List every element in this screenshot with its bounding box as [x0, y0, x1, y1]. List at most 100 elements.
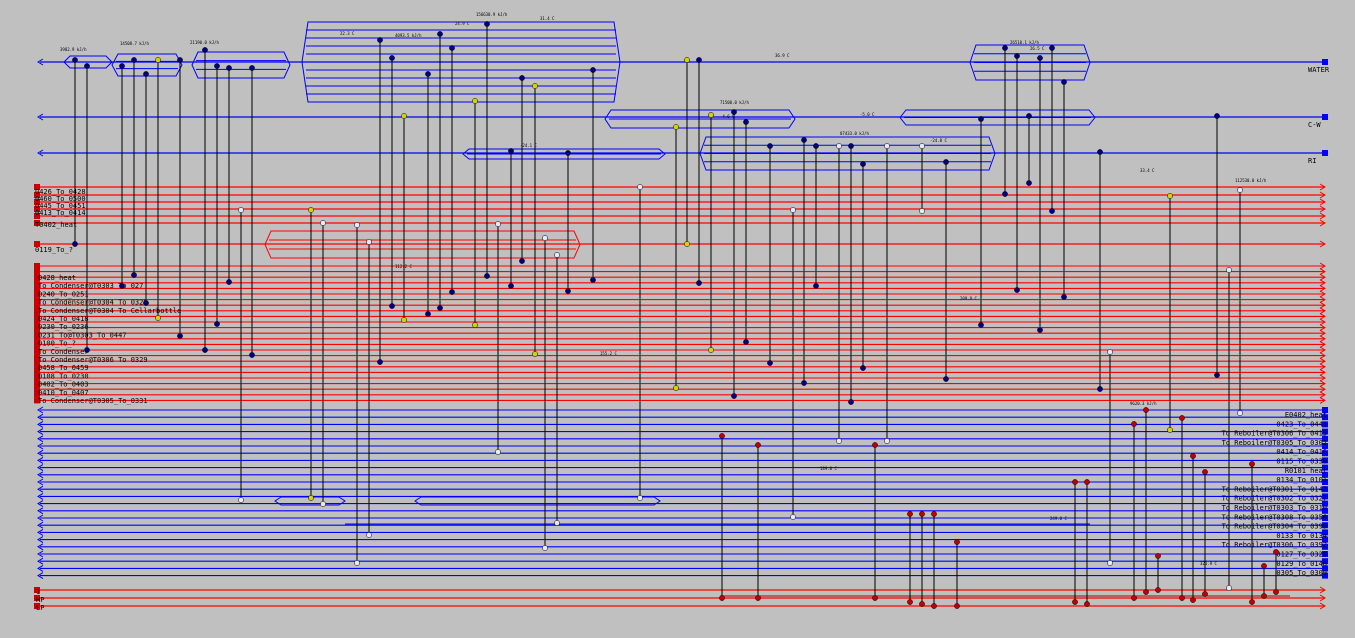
- exchanger-node-top[interactable]: [836, 143, 842, 149]
- cold-stream-end[interactable]: [1322, 464, 1328, 471]
- exchanger-node-top[interactable]: [143, 71, 149, 77]
- exchanger-node-top[interactable]: [238, 207, 244, 213]
- exchanger-node-top[interactable]: [860, 161, 866, 167]
- heater-node-top[interactable]: [1190, 453, 1196, 459]
- exchanger-node-bottom[interactable]: [354, 560, 360, 566]
- exchanger-node-bottom[interactable]: [437, 305, 443, 311]
- exchanger-node-bottom[interactable]: [519, 258, 525, 264]
- heater-node-bottom[interactable]: [1131, 595, 1137, 601]
- cold-stream-end[interactable]: [1322, 558, 1328, 565]
- exchanger-node-bottom[interactable]: [1026, 180, 1032, 186]
- exchanger-node-top[interactable]: [767, 143, 773, 149]
- exchanger-node-bottom[interactable]: [1097, 386, 1103, 392]
- cold-stream-end[interactable]: [1322, 428, 1328, 435]
- exchanger-node-top[interactable]: [542, 235, 548, 241]
- exchanger-node-top[interactable]: [1226, 267, 1232, 273]
- cold-stream-end[interactable]: [1322, 529, 1328, 536]
- cold-stream-end[interactable]: [1322, 407, 1328, 413]
- heater-node-top[interactable]: [1155, 553, 1161, 559]
- hot-stream-source[interactable]: [34, 375, 40, 381]
- exchanger-node-top[interactable]: [801, 137, 807, 143]
- exchanger-node-top[interactable]: [72, 57, 78, 63]
- cold-stream-end[interactable]: [1322, 500, 1328, 507]
- heater-node-bottom[interactable]: [872, 595, 878, 601]
- hot-stream-source[interactable]: [34, 285, 40, 292]
- exchanger-node-bottom[interactable]: [919, 208, 925, 214]
- heater-node-bottom[interactable]: [1261, 593, 1267, 599]
- exchanger-node-top[interactable]: [366, 239, 372, 245]
- heater-node-bottom[interactable]: [1084, 601, 1090, 607]
- exchanger-node-top[interactable]: [813, 143, 819, 149]
- hot-stream-source[interactable]: [34, 213, 40, 219]
- exchanger-node-bottom[interactable]: [848, 399, 854, 405]
- heater-node-top[interactable]: [919, 511, 925, 517]
- hot-stream-source[interactable]: [34, 319, 40, 325]
- exchanger-node-bottom[interactable]: [308, 495, 314, 501]
- exchanger-node-bottom[interactable]: [813, 283, 819, 289]
- heater-node-top[interactable]: [1072, 479, 1078, 485]
- cold-stream-end[interactable]: [1322, 435, 1328, 442]
- exchanger-node-bottom[interactable]: [731, 393, 737, 399]
- exchanger-node-top[interactable]: [119, 63, 125, 69]
- heater-node-top[interactable]: [954, 539, 960, 545]
- hot-stream-source[interactable]: [34, 184, 40, 190]
- hot-stream-source[interactable]: [34, 341, 40, 348]
- exchanger-node-bottom[interactable]: [542, 545, 548, 551]
- exchanger-node-top[interactable]: [673, 124, 679, 130]
- exchanger-node-bottom[interactable]: [472, 322, 478, 328]
- exchanger-node-bottom[interactable]: [366, 532, 372, 538]
- exchanger-node-bottom[interactable]: [449, 289, 455, 295]
- exchanger-node-top[interactable]: [155, 57, 161, 63]
- hot-stream-source[interactable]: [34, 302, 40, 309]
- exchanger-node-top[interactable]: [565, 150, 571, 156]
- exchanger-node-top[interactable]: [919, 143, 925, 149]
- hot-stream-source[interactable]: [34, 386, 40, 393]
- exchanger-node-top[interactable]: [1014, 53, 1020, 59]
- heater-node-bottom[interactable]: [1190, 597, 1196, 603]
- hot-stream-source[interactable]: [34, 307, 40, 314]
- exchanger-node-top[interactable]: [484, 21, 490, 27]
- heater-node-bottom[interactable]: [1143, 589, 1149, 595]
- exchanger-node-top[interactable]: [884, 143, 890, 149]
- exchanger-node-top[interactable]: [472, 98, 478, 104]
- exchanger-node-top[interactable]: [519, 75, 525, 81]
- exchanger-node-bottom[interactable]: [790, 514, 796, 520]
- heater-node-top[interactable]: [1143, 407, 1149, 413]
- hot-stream-source[interactable]: [34, 363, 40, 370]
- exchanger-node-top[interactable]: [437, 31, 443, 37]
- exchanger-node-bottom[interactable]: [320, 501, 326, 507]
- hot-stream-source[interactable]: [34, 241, 40, 247]
- hot-stream-source[interactable]: [34, 397, 40, 404]
- heater-node-bottom[interactable]: [1249, 599, 1255, 605]
- exchanger-node-bottom[interactable]: [1014, 287, 1020, 293]
- exchanger-node-top[interactable]: [1026, 113, 1032, 119]
- exchanger-node-bottom[interactable]: [131, 272, 137, 278]
- exchanger-node-top[interactable]: [790, 207, 796, 213]
- exchanger-node-bottom[interactable]: [532, 351, 538, 357]
- exchanger-node-bottom[interactable]: [119, 283, 125, 289]
- exchanger-node-top[interactable]: [554, 252, 560, 258]
- heater-node-bottom[interactable]: [1179, 595, 1185, 601]
- exchanger-node-bottom[interactable]: [637, 495, 643, 501]
- hot-utility-source[interactable]: [34, 595, 40, 601]
- hot-stream-source[interactable]: [34, 192, 40, 198]
- exchanger-node-bottom[interactable]: [226, 279, 232, 285]
- exchanger-node-bottom[interactable]: [884, 438, 890, 444]
- exchanger-node-bottom[interactable]: [495, 449, 501, 455]
- exchanger-node-bottom[interactable]: [377, 359, 383, 365]
- exchanger-node-top[interactable]: [684, 57, 690, 63]
- hot-stream-source[interactable]: [34, 369, 40, 376]
- exchanger-node-top[interactable]: [1167, 193, 1173, 199]
- exchanger-node-bottom[interactable]: [673, 385, 679, 391]
- exchanger-node-bottom[interactable]: [684, 241, 690, 247]
- exchanger-node-bottom[interactable]: [508, 283, 514, 289]
- exchanger-node-bottom[interactable]: [484, 273, 490, 279]
- exchanger-node-top[interactable]: [590, 67, 596, 73]
- exchanger-node-bottom[interactable]: [1061, 294, 1067, 300]
- exchanger-node-bottom[interactable]: [1214, 372, 1220, 378]
- exchanger-node-bottom[interactable]: [696, 280, 702, 286]
- hot-stream-source[interactable]: [34, 335, 40, 342]
- hot-stream-source[interactable]: [34, 380, 40, 387]
- hot-stream-source[interactable]: [34, 347, 40, 353]
- exchanger-node-top[interactable]: [1237, 187, 1243, 193]
